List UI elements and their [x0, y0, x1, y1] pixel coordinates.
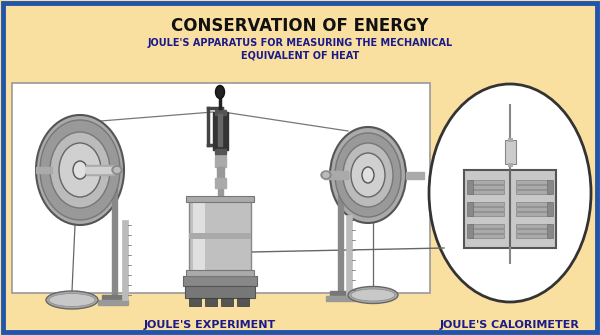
Bar	[508, 163, 513, 167]
Bar	[86, 165, 114, 175]
Bar	[186, 270, 254, 276]
Bar	[508, 138, 513, 142]
Bar	[36, 167, 52, 173]
Bar	[505, 140, 516, 164]
Ellipse shape	[112, 166, 122, 174]
Bar	[12, 83, 430, 293]
Bar	[215, 110, 226, 115]
Bar	[326, 296, 356, 301]
Ellipse shape	[351, 153, 385, 197]
Text: JOULE'S APPARATUS FOR MEASURING THE MECHANICAL: JOULE'S APPARATUS FOR MEASURING THE MECH…	[148, 38, 452, 48]
Bar	[470, 202, 504, 206]
Ellipse shape	[36, 115, 124, 225]
Bar	[217, 167, 224, 179]
Bar	[237, 298, 249, 306]
Bar	[470, 224, 504, 228]
Bar	[470, 190, 504, 194]
Bar	[221, 298, 233, 306]
Bar	[86, 167, 114, 173]
FancyBboxPatch shape	[3, 3, 597, 332]
Bar	[470, 229, 504, 233]
Bar	[193, 200, 205, 272]
Ellipse shape	[40, 120, 120, 220]
Bar	[464, 170, 556, 248]
Ellipse shape	[114, 168, 120, 173]
Ellipse shape	[330, 127, 406, 223]
Text: EQUIVALENT OF HEAT: EQUIVALENT OF HEAT	[241, 50, 359, 60]
Bar	[324, 171, 348, 179]
Bar	[218, 114, 222, 146]
Bar	[516, 224, 550, 228]
Bar	[470, 212, 504, 216]
Bar	[122, 220, 128, 300]
Bar	[189, 298, 201, 306]
Ellipse shape	[73, 161, 87, 179]
Bar	[547, 202, 553, 216]
Bar	[346, 215, 352, 295]
Ellipse shape	[348, 286, 398, 304]
Bar	[186, 196, 254, 202]
Bar	[516, 229, 550, 233]
Bar	[406, 172, 424, 179]
Ellipse shape	[50, 132, 110, 208]
Bar	[189, 233, 251, 239]
Ellipse shape	[215, 85, 224, 98]
Bar	[516, 202, 550, 206]
Bar	[338, 195, 343, 295]
Bar	[470, 234, 504, 238]
Bar	[98, 300, 128, 305]
Ellipse shape	[343, 143, 393, 207]
Bar	[516, 190, 550, 194]
Bar	[467, 202, 473, 216]
Ellipse shape	[321, 171, 331, 179]
Bar	[516, 234, 550, 238]
Bar	[470, 185, 504, 189]
Ellipse shape	[335, 133, 401, 217]
Bar	[467, 180, 473, 194]
Text: CONSERVATION OF ENERGY: CONSERVATION OF ENERGY	[171, 17, 429, 35]
Bar	[516, 207, 550, 211]
Ellipse shape	[429, 84, 591, 302]
Ellipse shape	[362, 167, 374, 183]
Bar	[102, 295, 124, 302]
Bar	[516, 180, 550, 184]
Bar	[467, 224, 473, 238]
Bar	[185, 286, 255, 298]
Bar	[112, 180, 117, 300]
Bar	[330, 291, 352, 298]
Ellipse shape	[46, 291, 98, 309]
Bar	[218, 108, 223, 273]
Bar	[215, 155, 226, 167]
Bar	[516, 185, 550, 189]
Ellipse shape	[59, 143, 101, 197]
Bar	[547, 180, 553, 194]
Bar	[470, 207, 504, 211]
Ellipse shape	[49, 293, 95, 307]
Ellipse shape	[351, 289, 395, 301]
Bar	[215, 149, 226, 154]
Bar	[213, 112, 228, 150]
Text: JOULE'S EXPERIMENT: JOULE'S EXPERIMENT	[144, 320, 276, 330]
Bar	[205, 298, 217, 306]
Ellipse shape	[323, 173, 329, 178]
Bar	[215, 178, 226, 188]
Text: JOULE'S CALORIMETER: JOULE'S CALORIMETER	[440, 320, 580, 330]
Bar	[547, 224, 553, 238]
Bar	[470, 180, 504, 184]
Bar	[189, 200, 251, 272]
Bar	[516, 212, 550, 216]
Bar	[183, 276, 257, 286]
